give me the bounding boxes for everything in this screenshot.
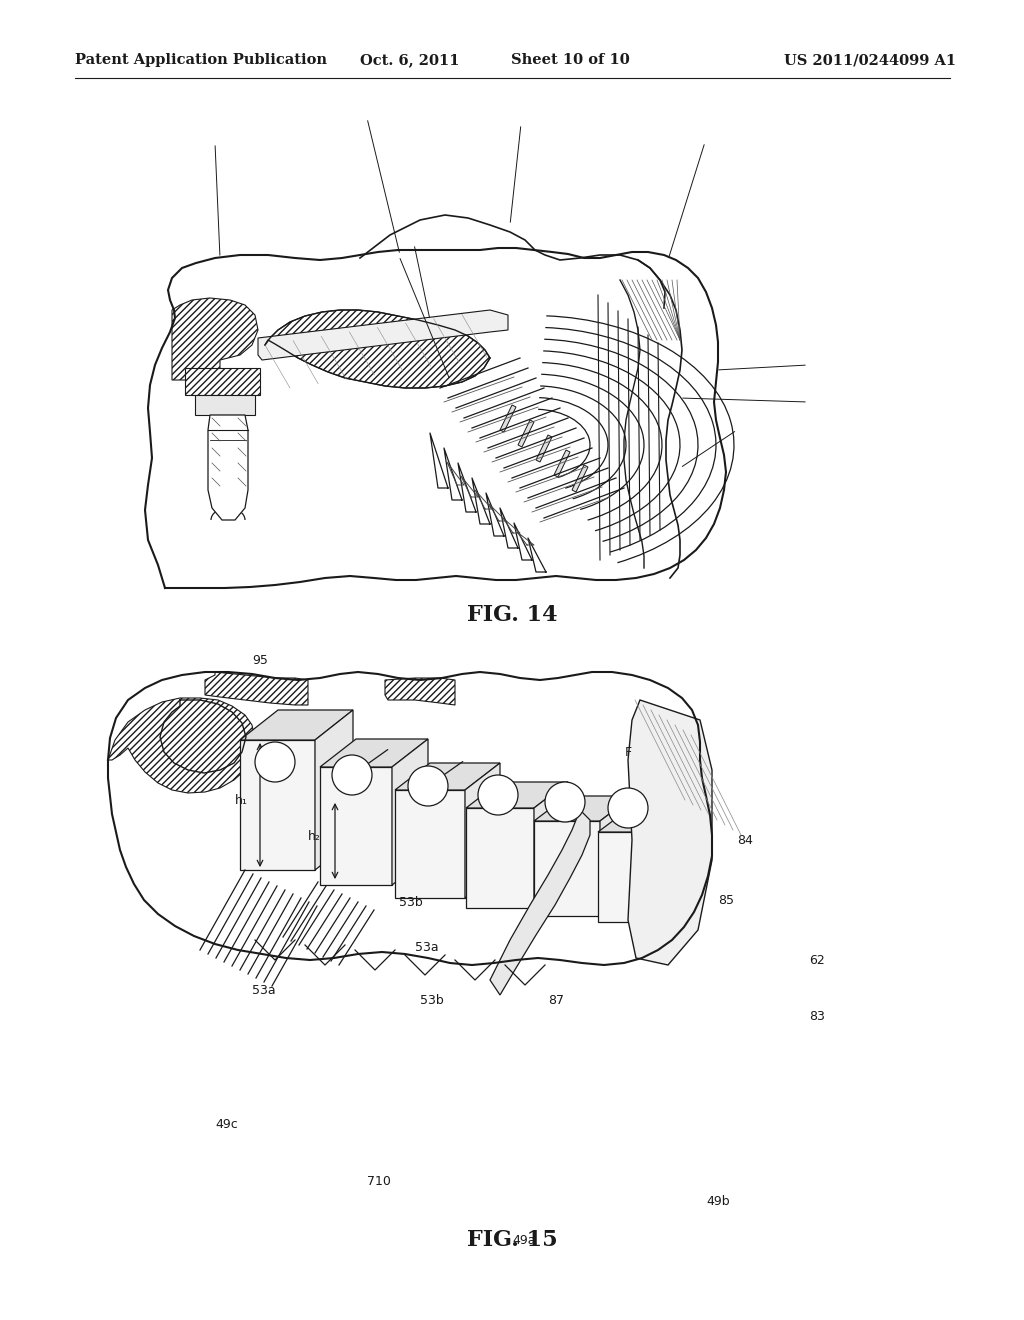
Text: 84: 84 [737, 834, 754, 847]
Polygon shape [500, 405, 516, 432]
Polygon shape [490, 810, 590, 995]
Polygon shape [205, 672, 308, 705]
Polygon shape [628, 700, 712, 965]
Polygon shape [265, 310, 490, 388]
Text: US 2011/0244099 A1: US 2011/0244099 A1 [784, 53, 956, 67]
Polygon shape [258, 310, 508, 360]
Text: 710: 710 [367, 1175, 390, 1188]
Polygon shape [662, 808, 694, 921]
Polygon shape [385, 678, 455, 705]
Text: 49c: 49c [215, 1118, 238, 1131]
Polygon shape [319, 739, 428, 767]
Circle shape [608, 788, 648, 828]
Polygon shape [395, 789, 465, 898]
Text: Patent Application Publication: Patent Application Publication [75, 53, 327, 67]
Text: 49b: 49b [707, 1195, 730, 1208]
Polygon shape [466, 781, 568, 808]
Text: Oct. 6, 2011: Oct. 6, 2011 [360, 53, 460, 67]
Polygon shape [465, 763, 500, 898]
Polygon shape [534, 821, 600, 916]
Text: FIG. 15: FIG. 15 [467, 1229, 557, 1251]
Text: h₂: h₂ [308, 829, 321, 842]
Polygon shape [172, 298, 258, 380]
Polygon shape [466, 808, 534, 908]
Text: 83: 83 [809, 1010, 825, 1023]
Text: 95: 95 [252, 653, 268, 667]
Text: 53a: 53a [252, 983, 275, 997]
Polygon shape [572, 465, 588, 492]
Text: F: F [625, 746, 632, 759]
Circle shape [545, 781, 585, 822]
Text: 53a: 53a [415, 941, 438, 954]
Polygon shape [240, 710, 353, 741]
Text: Sheet 10 of 10: Sheet 10 of 10 [511, 53, 630, 67]
Text: 85: 85 [718, 894, 734, 907]
Polygon shape [395, 763, 500, 789]
Polygon shape [554, 450, 570, 477]
Polygon shape [600, 796, 633, 916]
Polygon shape [534, 796, 633, 821]
Polygon shape [598, 832, 662, 921]
Polygon shape [185, 368, 260, 395]
Text: 53b: 53b [399, 896, 423, 909]
Polygon shape [598, 808, 694, 832]
Polygon shape [536, 436, 552, 462]
Polygon shape [392, 739, 428, 884]
Polygon shape [518, 420, 534, 447]
Circle shape [408, 766, 449, 807]
Polygon shape [534, 781, 568, 908]
Circle shape [478, 775, 518, 814]
Circle shape [255, 742, 295, 781]
Text: 87: 87 [548, 994, 564, 1006]
Text: 49a: 49a [512, 1234, 536, 1247]
Polygon shape [208, 414, 248, 520]
Polygon shape [315, 710, 353, 870]
Text: h₁: h₁ [234, 793, 248, 807]
Polygon shape [240, 741, 315, 870]
Circle shape [332, 755, 372, 795]
Text: 53b: 53b [420, 994, 443, 1006]
Polygon shape [319, 767, 392, 884]
Text: 62: 62 [809, 954, 824, 968]
Polygon shape [108, 698, 255, 793]
Text: FIG. 14: FIG. 14 [467, 605, 557, 626]
Polygon shape [195, 395, 255, 414]
